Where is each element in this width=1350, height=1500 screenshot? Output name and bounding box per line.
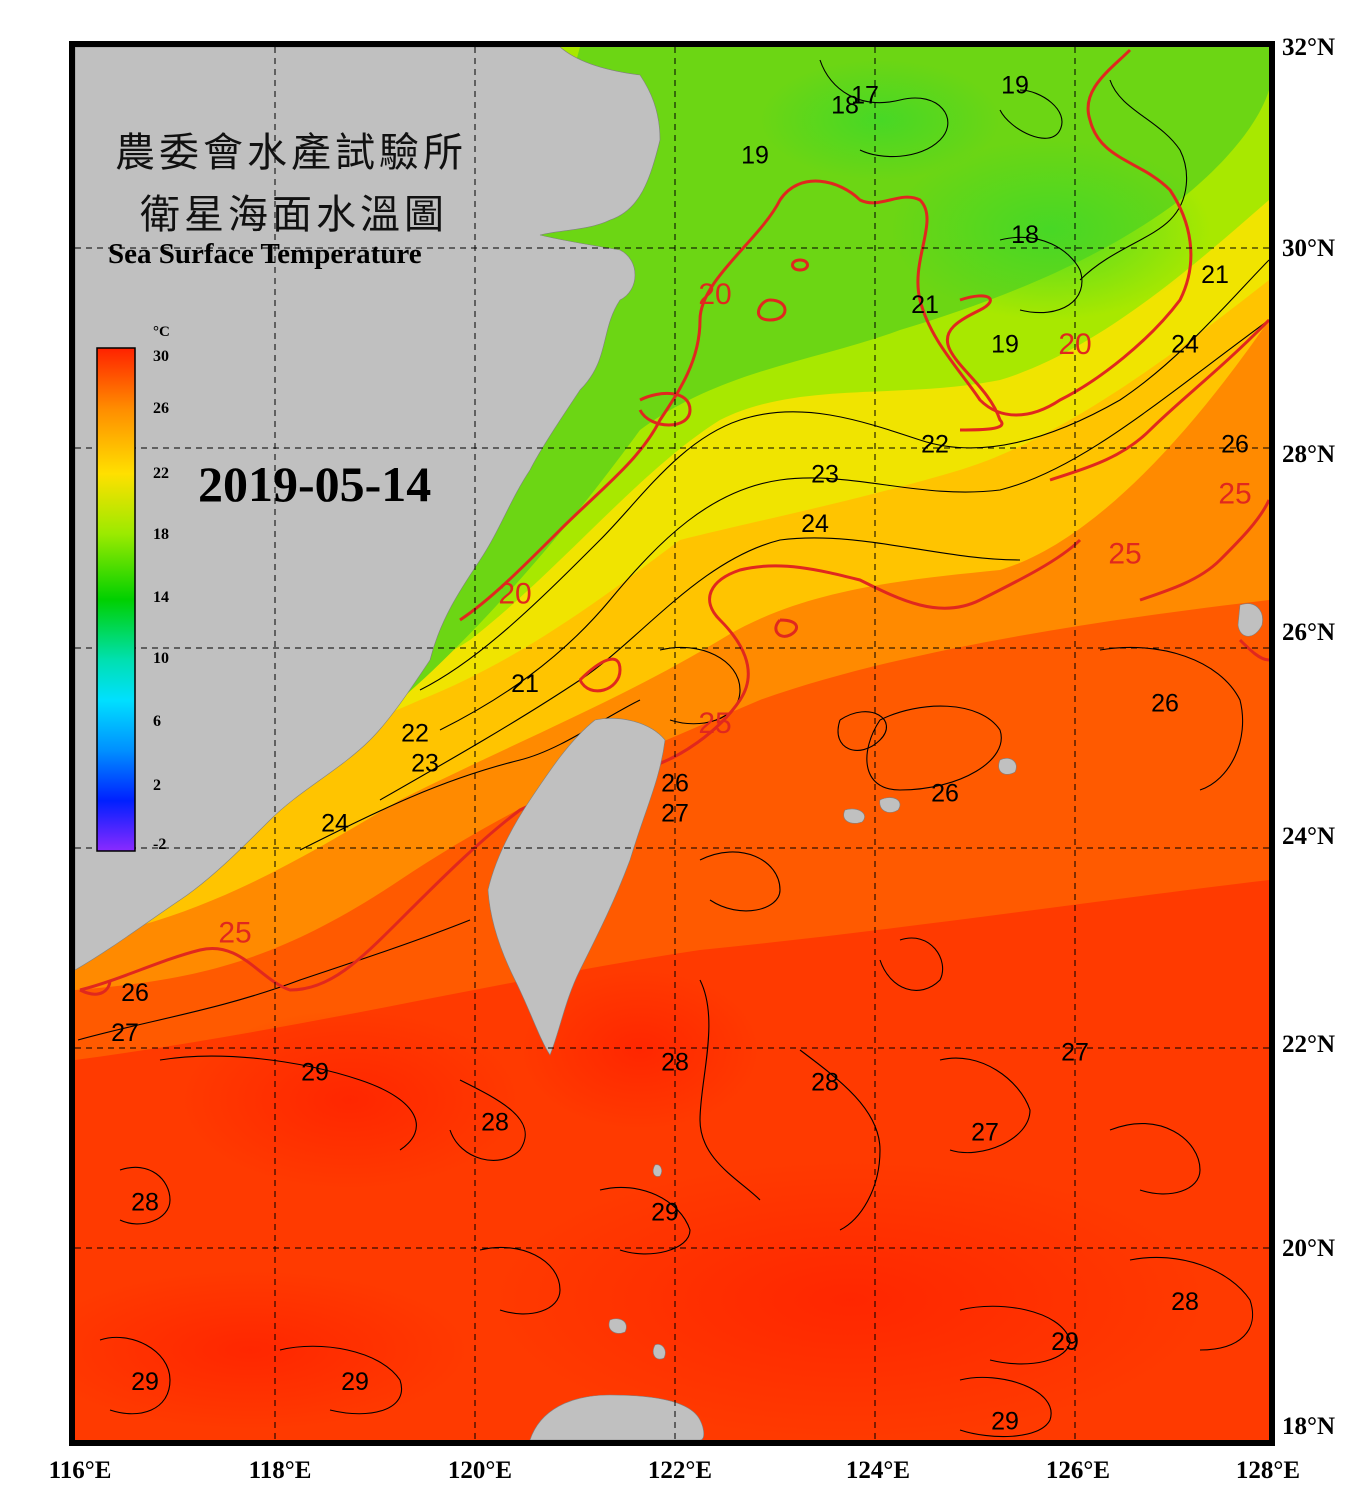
isotherm-label: 26 [661, 770, 689, 798]
title-zh-line1: 農委會水產試驗所 [115, 130, 467, 176]
isotherm-label: 28 [661, 1049, 689, 1077]
isotherm-label: 25 [698, 707, 731, 740]
y-tick-label: 20°N [1282, 1235, 1335, 1262]
x-axis: 116°E 118°E 120°E 122°E 124°E 126°E 128°… [49, 1457, 1300, 1484]
isotherm-label: 24 [321, 809, 349, 837]
x-tick-label: 124°E [846, 1457, 910, 1484]
isotherm-label: 29 [301, 1059, 329, 1087]
colorbar-tick: 26 [153, 400, 169, 417]
y-tick-label: 30°N [1282, 235, 1335, 262]
isotherm-label: 21 [911, 291, 939, 319]
isotherm-label: 25 [1108, 537, 1141, 570]
isotherm-label: 29 [1051, 1328, 1079, 1356]
isotherm-label: 19 [741, 141, 769, 169]
isotherm-label: 26 [1151, 690, 1179, 718]
date-label: 2019-05-14 [198, 456, 432, 512]
isotherm-label: 26 [1221, 431, 1249, 459]
isotherm-label: 28 [481, 1109, 509, 1137]
title-zh-line2: 衛星海面水溫圖 [140, 192, 448, 238]
isotherm-label: 21 [1201, 261, 1229, 289]
isotherm-label: 22 [921, 431, 949, 459]
isotherm-label: 19 [991, 331, 1019, 359]
y-tick-label: 32°N [1282, 34, 1335, 61]
y-tick-label: 26°N [1282, 619, 1335, 646]
y-tick-label: 28°N [1282, 441, 1335, 468]
colorbar-unit: °C [153, 324, 170, 340]
isotherm-label: 25 [218, 916, 251, 949]
isotherm-label: 20 [1058, 328, 1091, 361]
isotherm-label: 24 [1171, 331, 1199, 359]
colorbar [96, 347, 136, 852]
isotherm-label: 27 [1061, 1039, 1089, 1067]
isotherm-label: 28 [1171, 1288, 1199, 1316]
colorbar-tick: 30 [153, 348, 169, 365]
x-tick-label: 126°E [1046, 1457, 1110, 1484]
isotherm-label: 26 [121, 979, 149, 1007]
colorbar-tick: 10 [153, 650, 169, 667]
graticule [75, 47, 1269, 1440]
isotherm-label: 27 [971, 1119, 999, 1147]
isotherm-label: 19 [1001, 72, 1029, 100]
isotherm-label: 28 [131, 1188, 159, 1216]
x-tick-label: 118°E [249, 1457, 312, 1484]
x-tick-label: 122°E [648, 1457, 712, 1484]
title-en: Sea Surface Temperature [108, 238, 422, 270]
colorbar-tick: 14 [153, 589, 169, 606]
isotherm-label: 23 [411, 750, 439, 778]
colorbar-tick: 6 [153, 713, 161, 730]
isotherm-label: 21 [511, 670, 539, 698]
isotherm-label: 18 [831, 91, 859, 119]
map-frame [69, 41, 1275, 1446]
isotherm-label: 29 [341, 1368, 369, 1396]
x-tick-label: 120°E [448, 1457, 512, 1484]
isotherm-label: 27 [661, 799, 689, 827]
isotherm-label: 28 [811, 1069, 839, 1097]
isotherm-label: 29 [991, 1408, 1019, 1436]
isotherm-label: 23 [811, 460, 839, 488]
isotherm-labels: 1718191918211921242223242621222324262626… [111, 72, 1249, 1436]
x-tick-label: 128°E [1236, 1457, 1300, 1484]
colorbar-tick: -2 [153, 836, 167, 853]
isotherm-label: 24 [801, 510, 829, 538]
colorbar-tick: 22 [153, 465, 169, 482]
isotherm-label: 27 [111, 1019, 139, 1047]
colorbar-tick: 18 [153, 526, 169, 543]
isotherm-label: 26 [931, 780, 959, 808]
isotherm-label: 25 [1218, 478, 1251, 511]
land [74, 46, 1263, 1441]
isotherm-label: 22 [401, 720, 429, 748]
isotherms-red [79, 48, 1269, 996]
y-axis: 32°N 30°N 28°N 26°N 24°N 22°N 20°N 18°N [1282, 34, 1335, 1440]
y-tick-label: 18°N [1282, 1413, 1335, 1440]
isotherm-label: 18 [1011, 221, 1039, 249]
isotherm-label: 29 [131, 1368, 159, 1396]
y-tick-label: 22°N [1282, 1031, 1335, 1058]
y-tick-label: 24°N [1282, 823, 1335, 850]
isotherm-label: 17 [851, 82, 879, 110]
x-tick-label: 116°E [49, 1457, 112, 1484]
isotherm-label: 20 [698, 278, 731, 311]
isotherm-labels-red: 20 20 20 25 25 25 25 [218, 278, 1251, 949]
isotherm-label: 29 [651, 1198, 679, 1226]
colorbar-tick: 2 [153, 777, 161, 794]
isotherm-label: 20 [498, 577, 531, 610]
